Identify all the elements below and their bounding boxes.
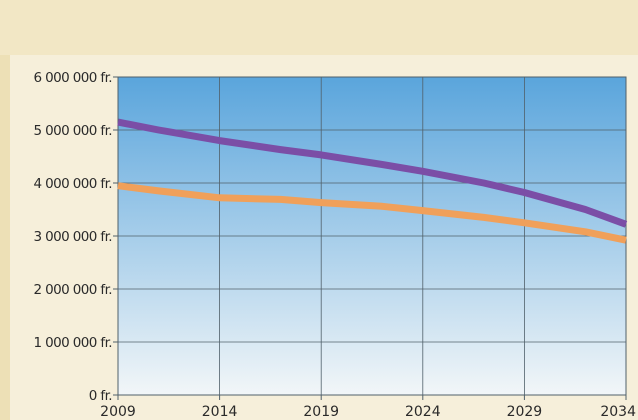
y-tick-label: 5 000 000 fr.	[33, 123, 112, 139]
x-tick-label: 2014	[202, 404, 238, 420]
y-tick-label: 3 000 000 fr.	[33, 229, 112, 245]
x-tick-label: 2009	[100, 404, 136, 420]
y-tick-label: 1 000 000 fr.	[33, 335, 112, 351]
series-line-2	[117, 182, 627, 244]
x-axis-ticks: 2009 2014 2019 2024 2029 2034	[100, 395, 636, 420]
top-band	[0, 0, 638, 55]
x-tick-label: 2034	[600, 404, 636, 420]
y-tick-label: 2 000 000 fr.	[33, 282, 112, 298]
chart-panel: 0 fr. 1 000 000 fr. 2 000 000 fr. 3 000 000…	[10, 55, 638, 420]
line-chart: 0 fr. 1 000 000 fr. 2 000 000 fr. 3 000 000…	[33, 70, 636, 420]
y-tick-label: 6 000 000 fr.	[33, 70, 112, 86]
series-line-1	[117, 118, 628, 228]
x-tick-label: 2019	[303, 404, 339, 420]
x-tick-label: 2024	[405, 404, 441, 420]
y-axis-ticks: 0 fr. 1 000 000 fr. 2 000 000 fr. 3 000 000…	[33, 70, 118, 404]
y-tick-label: 4 000 000 fr.	[33, 176, 112, 192]
x-tick-label: 2029	[507, 404, 543, 420]
series-lines	[117, 118, 628, 244]
y-tick-label: 0 fr.	[89, 388, 112, 404]
